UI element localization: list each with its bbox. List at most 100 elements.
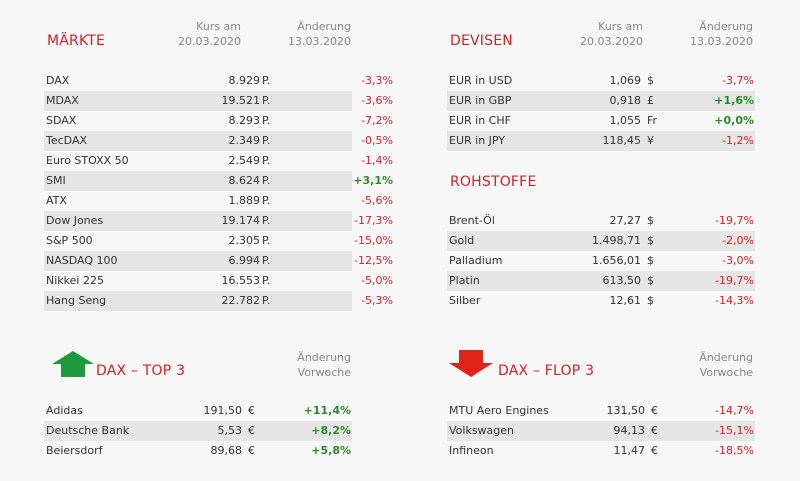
row-name: Platin — [449, 274, 480, 287]
devisen-aenderung-header: Änderung 13.03.2020 — [672, 19, 753, 49]
row-change: -19,7% — [715, 214, 754, 227]
table-row: SDAX 8.293 P. -7,2% — [44, 111, 393, 131]
table-row: EUR in JPY 118,45 ¥ -1,2% — [447, 131, 755, 151]
row-value: 89,68 — [210, 444, 243, 457]
row-unit: $ — [647, 294, 654, 307]
row-value: 131,50 — [606, 404, 646, 417]
row-change: -7,2% — [361, 114, 393, 127]
maerkte-kurs-header: Kurs am 20.03.2020 — [160, 19, 241, 49]
row-name: Nikkei 225 — [46, 274, 104, 287]
top3-table: Adidas 191,50 € +11,4% Deutsche Bank 5,53 € +8,… — [44, 401, 352, 461]
table-row: Platin 613,50 $ -19,7% — [447, 271, 755, 291]
row-name: TecDAX — [46, 134, 88, 147]
flop3-aenderung-header: Änderung Vorwoche — [672, 350, 753, 380]
row-name: Dow Jones — [46, 214, 104, 227]
maerkte-aenderung-header: Änderung 13.03.2020 — [270, 19, 351, 49]
row-unit: P. — [262, 94, 271, 107]
row-change: -3,0% — [722, 254, 754, 267]
row-name: Euro STOXX 50 — [46, 154, 129, 167]
table-row: Volkswagen 94,13 € -15,1% — [447, 421, 755, 441]
table-row: NASDAQ 100 6.994 P. -12,5% — [44, 251, 393, 271]
flop3-title: DAX – FLOP 3 — [498, 363, 595, 379]
row-value: 2.549 — [228, 154, 261, 167]
row-name: Gold — [449, 234, 475, 247]
table-row: Nikkei 225 16.553 P. -5,0% — [44, 271, 393, 291]
row-change: -0,5% — [361, 134, 393, 147]
row-unit: € — [651, 424, 658, 437]
row-name: Beiersdorf — [46, 444, 103, 457]
row-value: 16.553 — [221, 274, 261, 287]
row-name: EUR in GBP — [449, 94, 512, 107]
row-change: -5,6% — [361, 194, 393, 207]
row-value: 11,47 — [613, 444, 646, 457]
table-row: EUR in GBP 0,918 £ +1,6% — [447, 91, 755, 111]
row-value: 19.174 — [221, 214, 261, 227]
row-change: +0,0% — [714, 114, 754, 127]
row-change: -17,3% — [354, 214, 393, 227]
row-unit: $ — [647, 254, 654, 267]
row-unit: P. — [262, 214, 271, 227]
row-name: ATX — [46, 194, 67, 207]
row-name: Deutsche Bank — [46, 424, 130, 437]
row-value: 1.498,71 — [592, 234, 641, 247]
row-name: S&P 500 — [46, 234, 93, 247]
row-unit: P. — [262, 114, 271, 127]
row-name: MTU Aero Engines — [449, 404, 549, 417]
top3-aenderung-header: Änderung Vorwoche — [270, 350, 351, 380]
table-row: Adidas 191,50 € +11,4% — [44, 401, 352, 421]
table-row: Euro STOXX 50 2.549 P. -1,4% — [44, 151, 393, 171]
row-value: 8.624 — [228, 174, 261, 187]
devisen-title: DEVISEN — [450, 33, 513, 49]
row-name: DAX — [46, 74, 70, 87]
header-line: Vorwoche — [297, 366, 351, 379]
row-value: 1.656,01 — [592, 254, 641, 267]
row-name: Infineon — [449, 444, 494, 457]
header-line: 20.03.2020 — [580, 35, 643, 48]
table-row: S&P 500 2.305 P. -15,0% — [44, 231, 393, 251]
row-unit: P. — [262, 194, 271, 207]
header-line: 13.03.2020 — [690, 35, 753, 48]
row-change: -3,3% — [361, 74, 393, 87]
row-unit: P. — [262, 234, 271, 247]
row-change: -12,5% — [354, 254, 393, 267]
row-change: +11,4% — [303, 404, 351, 417]
row-unit: € — [248, 444, 255, 457]
header-line: Vorwoche — [699, 366, 753, 379]
header-line: 20.03.2020 — [178, 35, 241, 48]
row-unit: P. — [262, 174, 271, 187]
row-change: -1,2% — [722, 134, 754, 147]
table-row: MDAX 19.521 P. -3,6% — [44, 91, 393, 111]
top3-title: DAX – TOP 3 — [96, 363, 186, 379]
row-name: Silber — [449, 294, 481, 307]
row-unit: $ — [647, 234, 654, 247]
row-change: -14,7% — [715, 404, 754, 417]
header-line: Kurs am — [598, 20, 643, 33]
row-change: -1,4% — [361, 154, 393, 167]
row-unit: Fr — [647, 114, 658, 127]
row-value: 0,918 — [609, 94, 642, 107]
row-change: -15,1% — [715, 424, 754, 437]
row-value: 2.349 — [228, 134, 261, 147]
row-change: +5,8% — [311, 444, 351, 457]
row-unit: € — [651, 444, 658, 457]
row-unit: P. — [262, 134, 271, 147]
row-change: -3,6% — [361, 94, 393, 107]
header-line: Änderung — [297, 20, 351, 33]
maerkte-title: MÄRKTE — [47, 33, 106, 49]
header-line: Änderung — [699, 20, 753, 33]
row-change: -5,3% — [361, 294, 393, 307]
row-change: +1,6% — [714, 94, 754, 107]
row-unit: P. — [262, 254, 271, 267]
row-change: -3,7% — [722, 74, 754, 87]
row-unit: $ — [647, 214, 654, 227]
row-unit: P. — [262, 154, 271, 167]
row-unit: ¥ — [647, 134, 654, 147]
row-name: EUR in CHF — [449, 114, 511, 127]
row-change: -14,3% — [715, 294, 754, 307]
row-change: -2,0% — [722, 234, 754, 247]
table-row: Beiersdorf 89,68 € +5,8% — [44, 441, 352, 461]
arrow-up-icon — [52, 351, 94, 377]
table-row: MTU Aero Engines 131,50 € -14,7% — [447, 401, 755, 421]
row-name: Hang Seng — [46, 294, 107, 307]
row-unit: € — [248, 424, 255, 437]
